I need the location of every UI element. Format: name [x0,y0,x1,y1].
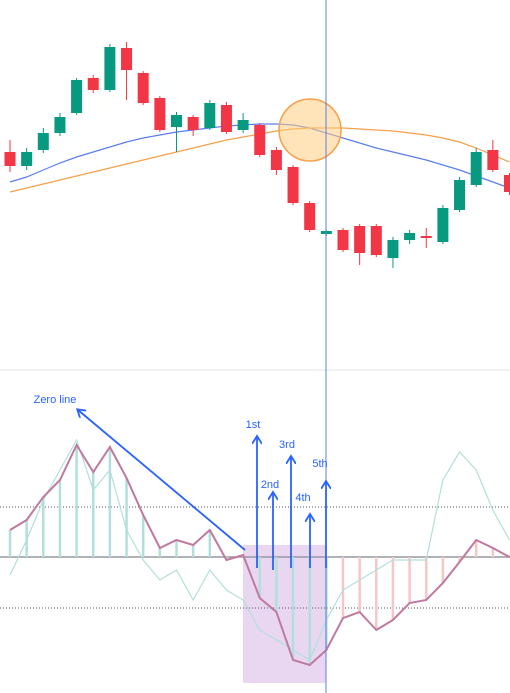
candle-body [254,125,266,155]
candle-body [387,240,399,258]
candle-body [304,203,316,230]
candle-body [87,78,99,90]
oscillator-line [9,442,510,667]
candle-body [354,226,366,253]
candle-body [337,230,349,250]
candle-body [54,117,66,133]
candle-body [287,167,299,203]
candle-body [504,175,510,192]
candle-body [220,105,232,132]
candle-body [370,226,382,255]
annotation-label: 2nd [261,479,279,491]
candle-body [454,180,466,210]
candle-body [404,233,416,240]
cross-highlight [278,98,342,162]
candle-body [487,150,499,170]
candle-body [187,117,199,130]
candle-body [270,150,282,170]
candle-body [121,48,133,70]
annotation-label: 5th [312,458,327,470]
candle-body [171,115,182,127]
candle-body [21,152,33,166]
candle-body [437,208,449,242]
candle-body [154,98,166,130]
annotation-label: Zero line [34,394,77,406]
candle-body [37,133,49,150]
candle-body [237,120,249,130]
annotation-label: 3rd [279,439,295,451]
candle-body [470,152,482,185]
candle-body [420,236,432,238]
candle-body [137,73,149,103]
annotation-arrow [78,410,246,551]
candle-body [204,103,216,128]
annotation-label: 1st [246,419,261,431]
oscillator-line [9,438,510,661]
candle-body [71,80,83,113]
candle-body [4,152,16,166]
annotation-label: 4th [295,492,310,504]
candle-body [104,47,116,90]
